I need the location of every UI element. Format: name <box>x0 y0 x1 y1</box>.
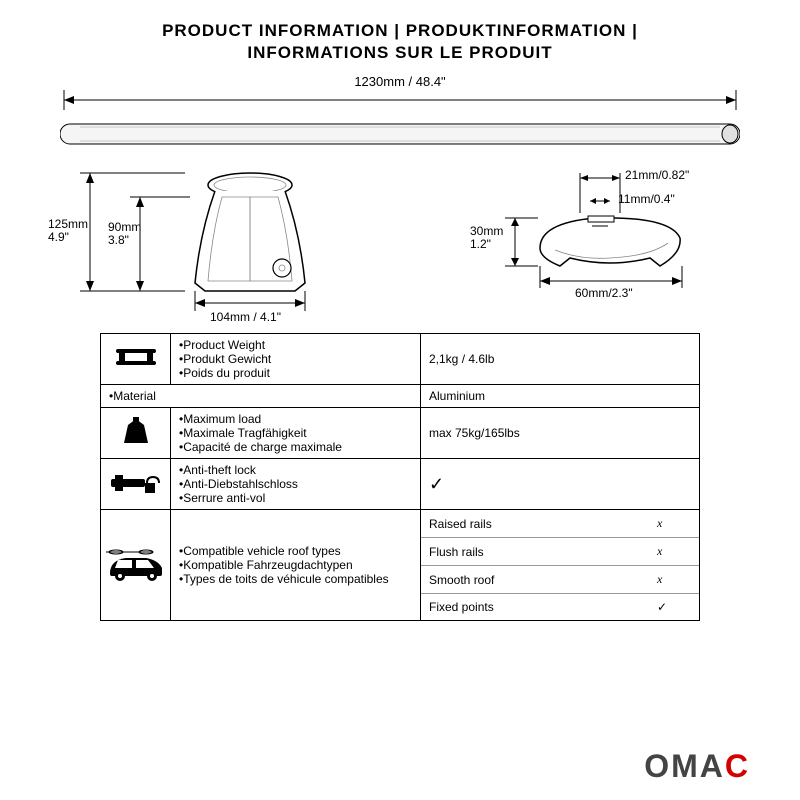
lock-icon <box>101 459 171 510</box>
prof-w: 60mm/2.3" <box>575 287 633 300</box>
opt-fixed: Fixed points <box>421 594 649 621</box>
length-arrow <box>60 90 740 110</box>
foot-h-inner: 90mm 3.8" <box>108 221 141 247</box>
foot-diagram: 125mm 4.9" 90mm 3.8" 104mm / 4.1" <box>60 163 390 318</box>
opt-flush: Flush rails <box>421 538 649 566</box>
row-compat: Compatible vehicle roof types Kompatible… <box>101 510 700 621</box>
prof-h: 30mm 1.2" <box>470 225 503 251</box>
length-label: 1230mm / 48.4" <box>60 72 740 89</box>
row-load: Maximum load Maximale Tragfähigkeit Capa… <box>101 408 700 459</box>
title-line-1: PRODUCT INFORMATION | PRODUKTINFORMATION… <box>50 20 750 42</box>
row-lock: Anti-theft lock Anti-Diebstahlschloss Se… <box>101 459 700 510</box>
weight-icon <box>101 334 171 385</box>
spec-table: Product Weight Produkt Gewicht Poids du … <box>100 333 700 621</box>
material-value: Aluminium <box>421 385 700 408</box>
foot-w: 104mm / 4.1" <box>210 311 281 324</box>
car-icon <box>101 510 171 621</box>
compat-values: Raised railsx Flush railsx Smooth roofx … <box>421 510 700 621</box>
compat-labels: Compatible vehicle roof types Kompatible… <box>171 510 421 621</box>
lock-labels: Anti-theft lock Anti-Diebstahlschloss Se… <box>171 459 421 510</box>
opt-smooth: Smooth roof <box>421 566 649 594</box>
foot-h-outer: 125mm 4.9" <box>48 218 88 244</box>
profile-diagram: 21mm/0.82" 11mm/0.4" 30mm 1.2" 60mm/2.3" <box>430 163 760 318</box>
weight-value: 2,1kg / 4.6lb <box>421 334 700 385</box>
lock-value: ✓ <box>421 459 700 510</box>
prof-top: 21mm/0.82" <box>625 169 689 182</box>
page-title: PRODUCT INFORMATION | PRODUKTINFORMATION… <box>50 20 750 64</box>
material-label: Material <box>101 385 421 408</box>
row-material: Material Aluminium <box>101 385 700 408</box>
row-weight: Product Weight Produkt Gewicht Poids du … <box>101 334 700 385</box>
load-icon <box>101 408 171 459</box>
dimension-diagrams: 125mm 4.9" 90mm 3.8" 104mm / 4.1" <box>60 163 740 318</box>
crossbar-side-view <box>60 122 740 151</box>
weight-labels: Product Weight Produkt Gewicht Poids du … <box>171 334 421 385</box>
length-dimension: 1230mm / 48.4" <box>60 72 740 122</box>
opt-raised: Raised rails <box>421 510 649 538</box>
prof-slot: 11mm/0.4" <box>618 193 675 206</box>
load-value: max 75kg/165lbs <box>421 408 700 459</box>
load-labels: Maximum load Maximale Tragfähigkeit Capa… <box>171 408 421 459</box>
title-line-2: INFORMATIONS SUR LE PRODUIT <box>50 42 750 64</box>
brand-logo: OMAC <box>644 748 750 785</box>
